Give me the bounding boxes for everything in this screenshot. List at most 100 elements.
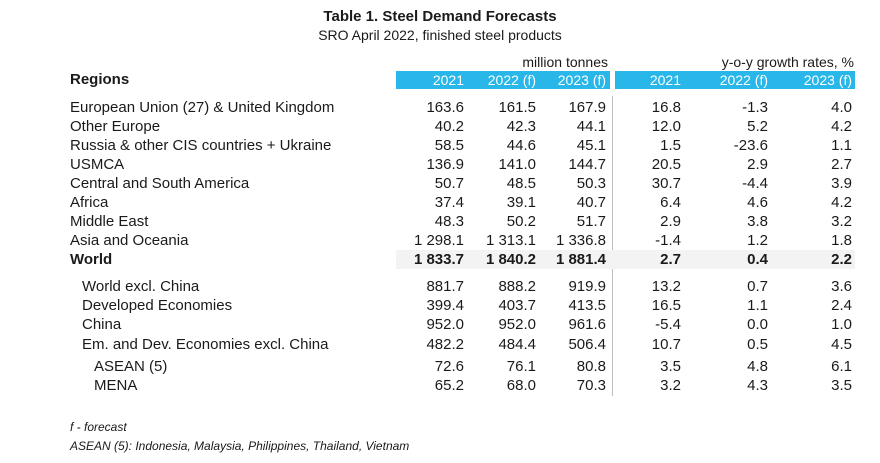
table-row: China 952.0 952.0 961.6 -5.4 0.0 1.0 [0, 315, 880, 334]
table-subtitle: SRO April 2022, finished steel products [318, 27, 562, 43]
row-label: Em. and Dev. Economies excl. China [82, 336, 329, 353]
row-value: 1 298.1 [413, 232, 464, 249]
row-value: 1 840.2 [485, 251, 536, 268]
col-header-2023-growth: 2023 (f) [803, 72, 852, 88]
row-value: 506.4 [568, 336, 606, 353]
table-row: Asia and Oceania 1 298.1 1 313.1 1 336.8 -1.… [0, 231, 880, 250]
row-value: 44.6 [506, 137, 536, 154]
row-value: 1 336.8 [555, 232, 606, 249]
row-value: 0.5 [747, 336, 768, 353]
row-value: 68.0 [506, 377, 536, 394]
row-value: 144.7 [568, 156, 606, 173]
row-value: 2.9 [747, 156, 768, 173]
row-value: 2.7 [660, 251, 681, 268]
row-value: -1.3 [742, 99, 768, 116]
header-bar-growth [615, 71, 855, 89]
row-value: 2.9 [660, 213, 681, 230]
table-row: Central and South America 50.7 48.5 50.3 30.… [0, 174, 880, 193]
row-value: 65.2 [434, 377, 464, 394]
row-value: 58.5 [434, 137, 464, 154]
row-value: 6.1 [831, 358, 852, 375]
row-value: 1.8 [831, 232, 852, 249]
row-label: World [70, 251, 113, 268]
table-row: Russia & other CIS countries + Ukraine 58… [0, 136, 880, 155]
row-value: 37.4 [434, 194, 464, 211]
row-value: 42.3 [506, 118, 536, 135]
table-row: Developed Economies 399.4 403.7 413.5 16.5 1.… [0, 296, 880, 315]
row-value: 1 313.1 [485, 232, 536, 249]
row-value: 76.1 [506, 358, 536, 375]
row-label: Other Europe [70, 118, 161, 135]
row-label: European Union (27) & United Kingdom [70, 99, 335, 116]
row-value: 163.6 [426, 99, 464, 116]
forecast-note: f - forecast [70, 420, 127, 434]
row-value: 141.0 [498, 156, 536, 173]
row-value: 1.1 [831, 137, 852, 154]
row-value: 0.4 [747, 251, 768, 268]
table-row: World 1 833.7 1 840.2 1 881.4 2.7 0.4 2.2 [0, 250, 880, 269]
row-value: 20.5 [651, 156, 681, 173]
row-value: 10.7 [651, 336, 681, 353]
row-value: 12.0 [651, 118, 681, 135]
row-value: 136.9 [426, 156, 464, 173]
row-value: -23.6 [733, 137, 768, 154]
row-value: 13.2 [651, 278, 681, 295]
table-row: Africa 37.4 39.1 40.7 6.4 4.6 4.2 [0, 193, 880, 212]
row-value: 4.5 [831, 336, 852, 353]
row-label: World excl. China [82, 278, 200, 295]
row-value: -1.4 [655, 232, 681, 249]
row-value: 72.6 [434, 358, 464, 375]
row-value: -4.4 [742, 175, 768, 192]
row-value: 4.8 [747, 358, 768, 375]
row-value: 881.7 [426, 278, 464, 295]
row-value: 161.5 [498, 99, 536, 116]
row-value: 48.5 [506, 175, 536, 192]
row-value: 484.4 [498, 336, 536, 353]
row-value: 4.2 [831, 118, 852, 135]
row-value: 5.2 [747, 118, 768, 135]
row-value: 48.3 [434, 213, 464, 230]
row-value: 888.2 [498, 278, 536, 295]
row-value: 1 833.7 [413, 251, 464, 268]
row-value: 3.6 [831, 278, 852, 295]
row-value: 44.1 [576, 118, 606, 135]
row-label: Asia and Oceania [70, 232, 189, 249]
header-bar-tonnes [396, 71, 610, 89]
col-header-2021-tonnes: 2021 [432, 72, 464, 88]
unit-growth-rates: y-o-y growth rates, % [721, 54, 854, 70]
row-value: 4.0 [831, 99, 852, 116]
row-value: 1.5 [660, 137, 681, 154]
row-label: Developed Economies [82, 297, 233, 314]
row-value: 6.4 [660, 194, 681, 211]
row-value: 4.3 [747, 377, 768, 394]
row-value: 399.4 [426, 297, 464, 314]
table-row: World excl. China 881.7 888.2 919.9 13.2 0.7 3… [0, 277, 880, 296]
asean-note: ASEAN (5): Indonesia, Malaysia, Philippi… [70, 439, 410, 453]
row-value: 30.7 [651, 175, 681, 192]
row-value: 0.0 [747, 316, 768, 333]
row-value: 1.1 [747, 297, 768, 314]
row-value: 482.2 [426, 336, 464, 353]
col-header-2022-growth: 2022 (f) [719, 72, 768, 88]
row-value: 4.6 [747, 194, 768, 211]
row-label: ASEAN (5) [94, 358, 168, 375]
row-value: 80.8 [576, 358, 606, 375]
row-value: 40.2 [434, 118, 464, 135]
row-value: 167.9 [568, 99, 606, 116]
row-label: Middle East [70, 213, 149, 230]
row-value: 39.1 [506, 194, 536, 211]
table-row: MENA 65.2 68.0 70.3 3.2 4.3 3.5 [0, 376, 880, 395]
row-value: 0.7 [747, 278, 768, 295]
row-value: 16.8 [651, 99, 681, 116]
table-row: USMCA 136.9 141.0 144.7 20.5 2.9 2.7 [0, 155, 880, 174]
row-value: 4.2 [831, 194, 852, 211]
row-value: 413.5 [568, 297, 606, 314]
row-label: Africa [70, 194, 109, 211]
row-value: -5.4 [655, 316, 681, 333]
row-value: 961.6 [568, 316, 606, 333]
row-value: 952.0 [498, 316, 536, 333]
row-value: 70.3 [576, 377, 606, 394]
row-value: 16.5 [651, 297, 681, 314]
row-value: 3.9 [831, 175, 852, 192]
row-value: 403.7 [498, 297, 536, 314]
